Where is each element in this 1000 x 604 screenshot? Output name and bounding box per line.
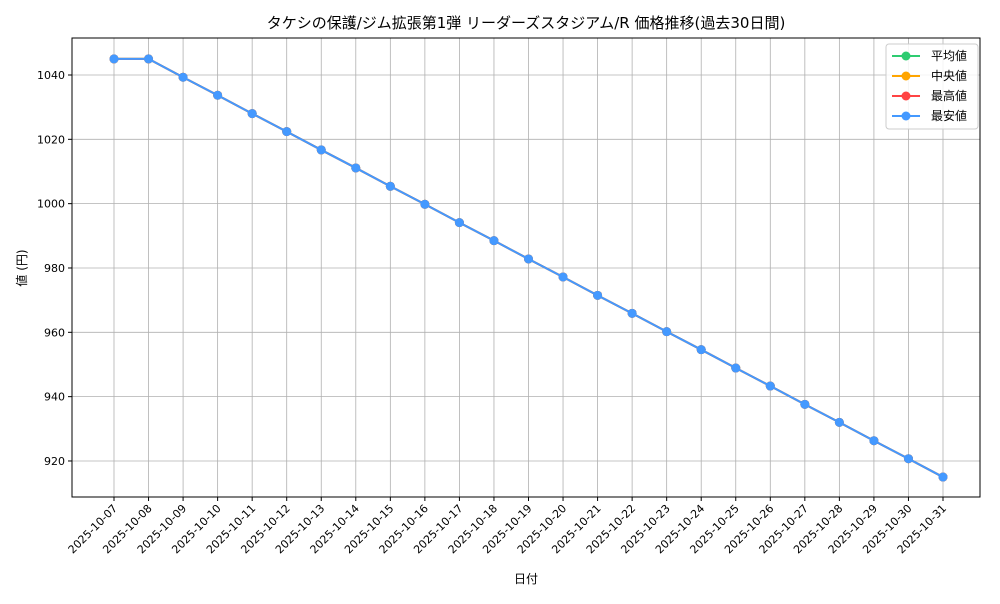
data-point	[213, 90, 223, 100]
series-4	[109, 54, 948, 482]
legend-label: 最高値	[931, 88, 967, 103]
data-point	[489, 236, 499, 246]
data-point	[420, 199, 430, 209]
legend-label: 平均値	[931, 48, 967, 63]
x-axis-label: 日付	[514, 572, 538, 586]
data-point	[662, 327, 672, 337]
data-point	[178, 72, 188, 82]
legend-marker	[901, 111, 911, 121]
legend-marker	[901, 91, 911, 101]
data-point	[524, 254, 533, 264]
plot-frame	[71, 37, 981, 498]
data-point	[731, 363, 741, 373]
legend-box	[885, 43, 979, 130]
data-point	[696, 345, 706, 355]
data-point	[593, 290, 603, 300]
y-tick-label: 960	[44, 326, 65, 339]
data-point	[558, 272, 568, 282]
data-point	[454, 218, 464, 228]
y-tick-label: 980	[44, 262, 65, 275]
data-point	[903, 454, 913, 464]
chart-title: タケシの保護/ジム拡張第1弾 リーダーズスタジアム/R 価格推移(過去30日間)	[267, 14, 786, 32]
data-point	[869, 436, 879, 446]
data-point	[144, 54, 154, 64]
data-point	[800, 399, 810, 409]
data-point	[834, 417, 844, 427]
legend-marker	[901, 51, 911, 61]
data-point	[765, 381, 775, 391]
legend-label: 中央値	[931, 68, 967, 83]
legend-label: 最安値	[931, 108, 967, 123]
data-point	[385, 181, 395, 191]
data-point	[247, 109, 257, 119]
y-tick-label: 920	[44, 455, 65, 468]
y-tick-label: 1040	[37, 69, 65, 82]
data-point	[316, 145, 326, 155]
y-tick-label: 1000	[37, 198, 65, 211]
y-axis-label: 値 (円)	[14, 249, 29, 286]
y-tick-label: 1020	[37, 133, 65, 146]
data-point	[938, 472, 948, 482]
data-point	[351, 163, 361, 173]
data-point	[109, 54, 119, 64]
legend-marker	[901, 71, 911, 81]
data-point	[627, 308, 637, 318]
y-tick-label: 940	[44, 391, 65, 404]
data-point	[282, 127, 292, 137]
